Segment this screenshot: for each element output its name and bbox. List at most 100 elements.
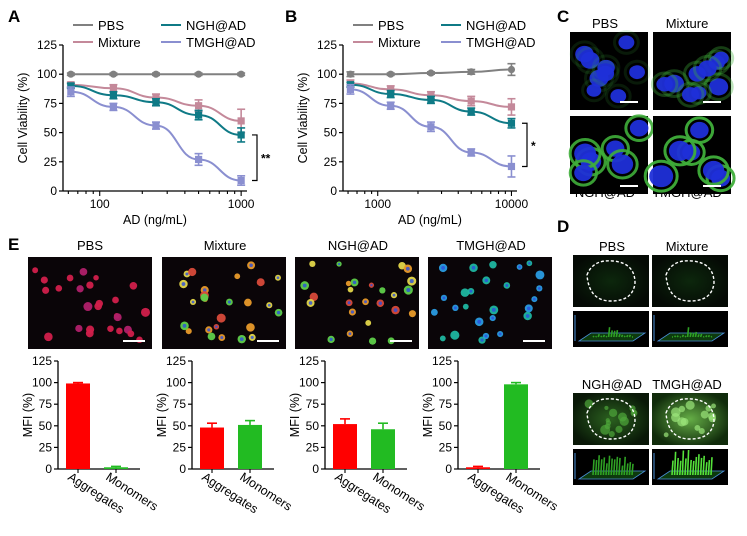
jc1-background [162,257,286,349]
nucleus [528,261,531,265]
surface-spike [607,327,611,338]
cell [246,323,255,332]
bar-monomers [104,467,128,469]
nucleus [498,332,502,336]
cell [345,280,352,287]
cell [79,267,88,276]
confocal-image [643,116,736,194]
cell [112,296,119,304]
panel-letter-b: B [285,7,297,26]
jc1-image [295,257,419,349]
panel-d-label-ngh: NGH@AD [582,377,642,392]
cell [216,313,226,323]
y-tick-label: 50 [324,126,338,140]
y-tick-label: 75 [324,96,338,110]
surface-spike [623,335,626,338]
surface-spike [692,460,695,476]
image-glow [573,393,649,445]
surface-spike [623,456,626,476]
nucleus [533,297,536,301]
cell [234,273,241,280]
data-point-tmgh-ad [507,162,516,171]
cell [379,287,386,294]
cytoplasm-signal [624,114,654,142]
nucleus [393,308,398,313]
puncta [618,412,627,422]
surface-spike [705,462,708,476]
nucleus [610,89,627,103]
cell [309,292,319,302]
data-point-pbs [67,70,75,78]
cell [408,310,416,318]
fluorescence-image [573,393,649,485]
surface-spike [618,457,621,476]
nucleus [329,337,333,342]
nucleus [409,279,414,284]
surface-spike [702,455,705,476]
cytoplasm-signal [643,159,679,193]
puncta [615,425,623,433]
nucleus [574,143,597,164]
y-tick-label: 75 [44,96,58,110]
surface-spike [607,455,611,476]
cytoplasm-signal [692,54,723,83]
panel-e-title-ngh: NGH@AD [328,238,388,253]
surface-spike [694,331,698,338]
surface-spike [610,458,613,476]
y-tick-label: 0 [45,462,52,476]
cell [113,313,122,322]
cytoplasm-signal [703,72,734,101]
data-point-pbs [387,70,395,78]
nucleus [629,65,645,80]
cell [76,285,84,293]
surface-spike [605,335,608,338]
cytoplasm-signal [663,135,697,167]
cytoplasm-signal [581,78,607,103]
nucleus [227,300,231,304]
data-point-pbs [109,70,118,78]
significance-bracket [522,122,528,168]
cell [185,328,192,335]
bar-monomers [238,424,262,469]
surface-spike [689,332,692,338]
nucleus [185,272,189,276]
y-tick-label: 75 [306,397,320,411]
data-point-ngh-ad [427,96,435,104]
cell-outline [586,260,636,302]
nucleus [182,323,187,328]
puncta [604,405,609,410]
surface-spike [705,335,708,338]
panel-e-title-mixture: Mixture [204,238,247,253]
panel-d-label-tmgh: TMGH@AD [652,377,722,392]
cell [460,288,470,297]
data-point-pbs [237,70,245,78]
data-point-tmgh-ad [467,148,475,157]
nucleus [191,300,195,304]
nucleus [469,289,473,293]
data-point-ngh-ad [507,119,516,127]
panel-e-title-tmgh: TMGH@AD [456,238,526,253]
surface-spike [605,463,608,476]
cytoplasm-signal [612,29,640,55]
surface-spike [673,451,677,476]
panel-d-label-mixture: Mixture [666,239,709,254]
y-tick-label: 0 [50,184,57,198]
surface-spike [620,334,624,338]
bar-aggregates [333,424,357,469]
puncta [680,417,689,426]
nucleus [363,300,368,304]
cell [347,286,354,293]
jc1-image [28,257,152,349]
surface-spike [615,456,619,476]
jc1-image [428,257,552,349]
surface-spike [699,333,703,338]
bar-monomers [371,429,395,469]
cell [42,286,50,294]
data-point-mixture [109,84,118,92]
data-point-ngh-ad [152,98,160,106]
surface-plot-background [652,311,728,347]
panel-c-label-pbs: PBS [592,16,618,31]
bar-aggregates [66,383,90,469]
fluorescence-image [652,393,728,485]
surface-spike [602,334,606,338]
